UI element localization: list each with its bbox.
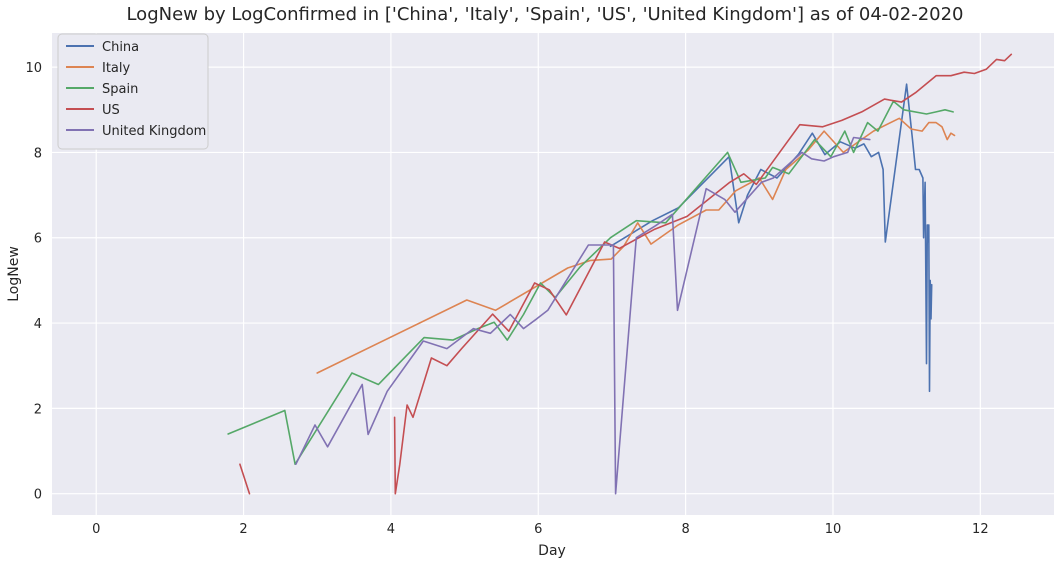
x-ticks: 0 2 4 6 8 10 12	[92, 522, 989, 537]
series-lines	[227, 53, 1013, 495]
series-line-united-kingdom	[295, 136, 871, 495]
series-line-italy	[316, 117, 956, 374]
legend-box	[57, 33, 209, 150]
chart-title: LogNew by LogConfirmed in ['China', 'Ita…	[126, 4, 963, 25]
series-line-spain	[227, 100, 954, 465]
legend-label-spain: Spain	[102, 82, 138, 97]
x-tick-label: 4	[387, 522, 395, 537]
y-tick-label: 6	[34, 232, 42, 247]
x-tick-label: 0	[92, 522, 100, 537]
x-tick-label: 8	[681, 522, 689, 537]
legend-label-china: China	[102, 40, 139, 55]
x-tick-label: 12	[972, 522, 989, 537]
legend: China Italy Spain US United Kingdom	[57, 33, 209, 150]
y-tick-label: 8	[34, 146, 42, 161]
y-tick-label: 4	[34, 317, 42, 332]
x-tick-label: 6	[534, 522, 542, 537]
grid	[52, 33, 1054, 515]
y-tick-label: 0	[34, 488, 42, 503]
x-axis-label: Day	[538, 543, 566, 559]
legend-label-italy: Italy	[102, 61, 131, 76]
y-ticks: 0 2 4 6 8 10	[25, 61, 42, 503]
y-tick-label: 10	[25, 61, 42, 76]
series-line-us	[393, 53, 1013, 495]
y-axis-label: LogNew	[6, 246, 22, 302]
x-tick-label: 10	[825, 522, 842, 537]
series-line-us	[239, 463, 251, 495]
y-tick-label: 2	[34, 402, 42, 417]
series-line-china	[609, 83, 933, 393]
x-tick-label: 2	[239, 522, 247, 537]
legend-label-united-kingdom: United Kingdom	[102, 124, 206, 139]
legend-label-us: US	[102, 103, 120, 118]
